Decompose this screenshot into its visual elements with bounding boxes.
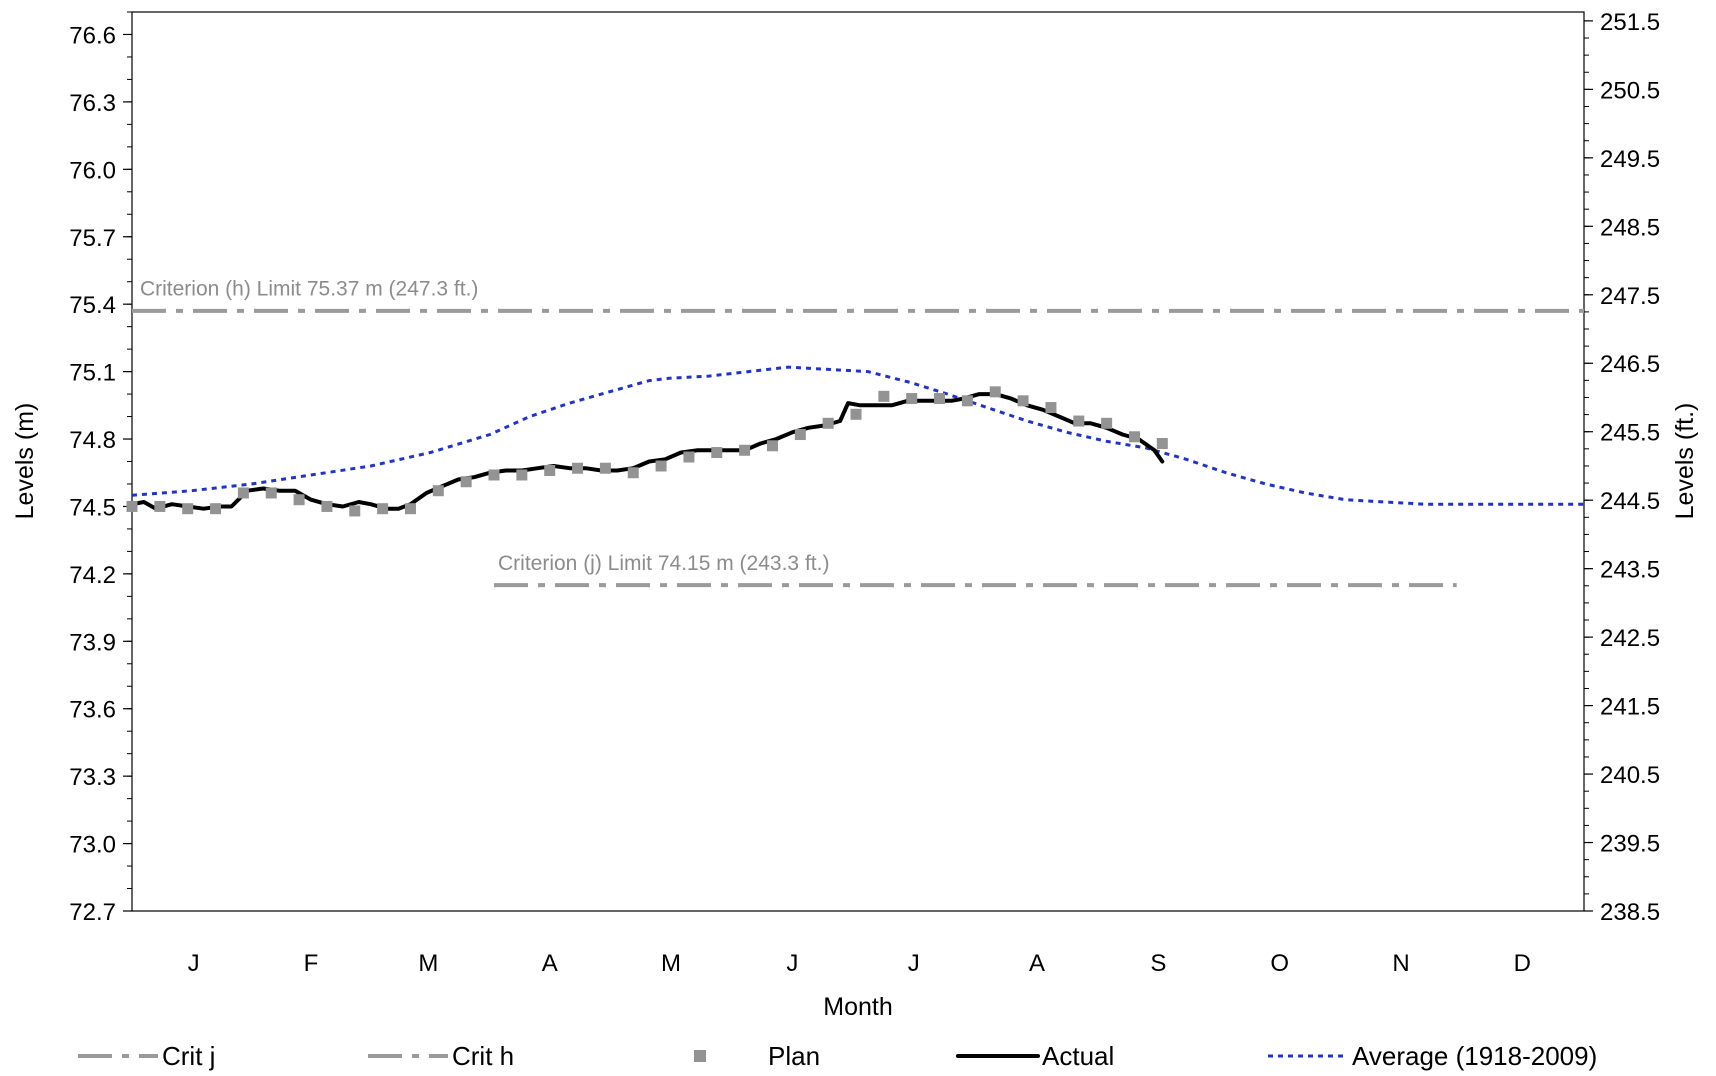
plan-marker — [293, 494, 305, 506]
y2-tick-label: 245.5 — [1600, 420, 1660, 447]
legend: Crit j Crit h Plan Actual Average (1918-2009… — [78, 1041, 1597, 1071]
plan-marker — [961, 395, 973, 407]
x-tick-label: N — [1392, 950, 1409, 977]
plan-marker — [711, 447, 723, 459]
y-tick-label: 75.4 — [69, 292, 116, 319]
x-tick-label: F — [304, 950, 319, 977]
legend-label: Actual — [1042, 1041, 1114, 1071]
plan-marker — [1156, 438, 1168, 450]
y-tick-label: 73.6 — [69, 697, 116, 724]
y-axis-title: Levels (m) — [11, 403, 39, 520]
criterion-annotation: Criterion (h) Limit 75.37 m (247.3 ft.) — [140, 278, 478, 301]
plan-marker — [321, 500, 333, 512]
plan-marker — [126, 500, 138, 512]
x-tick-label: D — [1514, 950, 1531, 977]
plan-marker — [739, 444, 751, 456]
y-tick-label: 76.6 — [69, 22, 116, 49]
criterion-annotation: Criterion (j) Limit 74.15 m (243.3 ft.) — [498, 552, 829, 575]
y2-tick-label: 243.5 — [1600, 557, 1660, 584]
series-layer — [126, 308, 1584, 588]
plan-marker — [182, 503, 194, 515]
y-tick-label: 75.7 — [69, 225, 116, 252]
y2-axis-title: Levels (ft.) — [1671, 403, 1699, 520]
plan-marker — [210, 503, 222, 515]
y-tick-label: 74.2 — [69, 562, 116, 589]
plan-marker — [349, 505, 361, 517]
plan-marker — [655, 460, 667, 472]
plan-marker — [906, 393, 918, 405]
y-tick-label: 73.0 — [69, 832, 116, 859]
plan-marker — [1101, 417, 1113, 429]
plan-marker — [404, 503, 416, 515]
x-tick-label: J — [188, 950, 200, 977]
plan-marker — [599, 462, 611, 474]
legend-swatch — [694, 1050, 706, 1062]
plan-marker — [265, 487, 277, 499]
plan-marker — [1045, 402, 1057, 414]
y-axis-left: 76.6 76.3 76.0 75.7 75.4 75.1 74.8 74.5 74.2 73.9… — [69, 11, 132, 926]
y2-tick-label: 248.5 — [1600, 214, 1660, 241]
plan-marker — [683, 451, 695, 463]
y2-tick-label: 238.5 — [1600, 899, 1660, 926]
plan-marker — [377, 503, 389, 515]
x-axis-title: Month — [823, 993, 892, 1021]
x-tick-label: J — [786, 950, 798, 977]
y2-tick-label: 239.5 — [1600, 831, 1660, 858]
y-tick-label: 74.5 — [69, 494, 116, 521]
legend-label: Crit j — [162, 1041, 215, 1071]
plan-marker — [1073, 415, 1085, 427]
plan-marker — [627, 467, 639, 479]
plan-marker — [154, 500, 166, 512]
plan-marker — [237, 487, 249, 499]
plan-marker — [878, 390, 890, 402]
legend-label: Plan — [768, 1041, 820, 1071]
annotation-layer: Criterion (h) Limit 75.37 m (247.3 ft.) C… — [140, 278, 829, 575]
x-tick-label: J — [908, 950, 920, 977]
plan-marker — [794, 429, 806, 441]
y2-tick-label: 249.5 — [1600, 146, 1660, 173]
y2-tick-label: 250.5 — [1600, 77, 1660, 104]
y2-tick-label: 247.5 — [1600, 283, 1660, 310]
y-tick-label: 76.0 — [69, 157, 116, 184]
y2-tick-label: 251.5 — [1600, 9, 1660, 36]
y-axis-right: 251.5 250.5 249.5 248.5 247.5 246.5 245.5 244.5… — [1584, 9, 1660, 926]
y-tick-label: 72.7 — [69, 899, 116, 926]
legend-label: Average (1918-2009) — [1352, 1041, 1597, 1071]
x-tick-label: A — [542, 950, 558, 977]
plan-marker — [989, 386, 1001, 398]
y-tick-label: 76.3 — [69, 90, 116, 117]
x-tick-label: A — [1029, 950, 1045, 977]
series-line-average-1918-2009 — [131, 365, 1584, 506]
y-tick-label: 73.3 — [69, 764, 116, 791]
plan-marker — [822, 417, 834, 429]
plan-marker — [850, 408, 862, 420]
plan-marker — [1017, 395, 1029, 407]
plan-marker — [432, 485, 444, 497]
x-tick-label: M — [661, 950, 681, 977]
plan-marker — [766, 440, 778, 452]
x-tick-label: S — [1150, 950, 1166, 977]
plot-area — [131, 11, 1585, 912]
y-tick-label: 74.8 — [69, 427, 116, 454]
plan-marker — [934, 393, 946, 405]
x-tick-label: O — [1270, 950, 1289, 977]
x-tick-label: M — [418, 950, 438, 977]
plan-marker — [460, 476, 472, 488]
y-tick-label: 75.1 — [69, 360, 116, 387]
legend-label: Crit h — [452, 1041, 514, 1071]
plan-marker — [572, 462, 584, 474]
y2-tick-label: 240.5 — [1600, 762, 1660, 789]
y2-tick-label: 242.5 — [1600, 625, 1660, 652]
plan-marker — [1128, 431, 1140, 443]
plan-marker — [488, 469, 500, 481]
plan-marker — [516, 469, 528, 481]
y-tick-label: 73.9 — [69, 629, 116, 656]
y2-tick-label: 241.5 — [1600, 694, 1660, 721]
plan-marker — [544, 464, 556, 476]
y2-tick-label: 246.5 — [1600, 351, 1660, 378]
y2-tick-label: 244.5 — [1600, 488, 1660, 515]
